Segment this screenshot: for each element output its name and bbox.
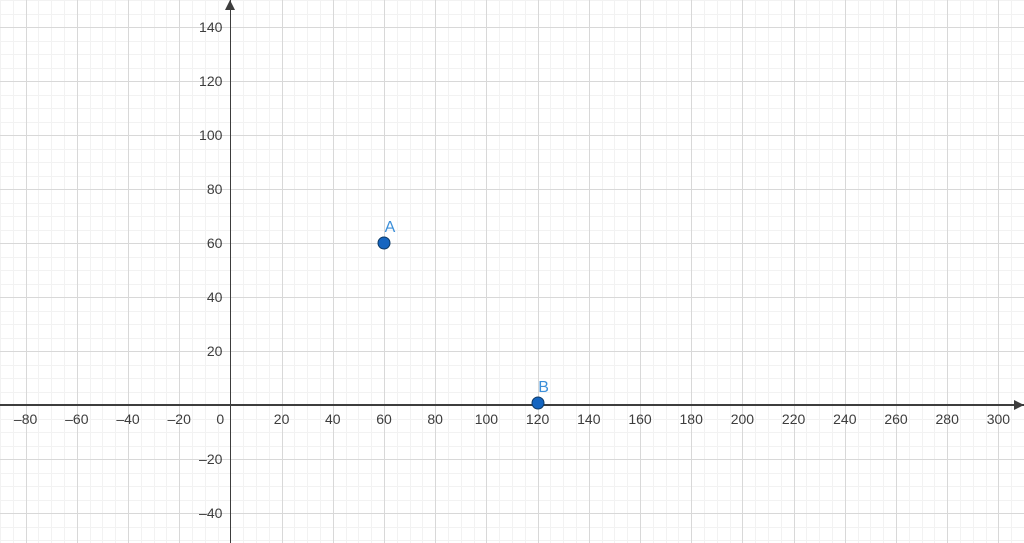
major-gridline-horizontal [0,459,1024,460]
major-gridline-horizontal [0,81,1024,82]
x-axis-arrowhead-icon [1014,400,1024,410]
major-gridline-horizontal [0,189,1024,190]
y-tick-label: 120 [199,73,222,89]
minor-gridline-horizontal [0,284,1024,285]
minor-gridline-horizontal [0,257,1024,258]
x-axis [0,404,1024,406]
y-tick-label: 100 [199,127,222,143]
x-tick-label: 120 [526,411,549,427]
minor-gridline-horizontal [0,473,1024,474]
x-tick-label: –20 [168,411,191,427]
major-gridline-horizontal [0,27,1024,28]
x-tick-label: 0 [216,411,224,427]
minor-gridline-horizontal [0,419,1024,420]
minor-gridline-horizontal [0,203,1024,204]
y-tick-label: 140 [199,19,222,35]
x-tick-label: 300 [987,411,1010,427]
major-gridline-horizontal [0,297,1024,298]
point-b[interactable] [531,396,544,409]
x-tick-label: 280 [936,411,959,427]
minor-gridline-horizontal [0,500,1024,501]
major-gridline-horizontal [0,351,1024,352]
y-tick-label: 80 [207,181,223,197]
y-tick-label: 40 [207,289,223,305]
major-gridline-horizontal [0,513,1024,514]
minor-gridline-horizontal [0,68,1024,69]
minor-gridline-horizontal [0,365,1024,366]
minor-gridline-horizontal [0,108,1024,109]
minor-gridline-horizontal [0,0,1024,1]
minor-gridline-horizontal [0,41,1024,42]
minor-gridline-horizontal [0,149,1024,150]
minor-gridline-horizontal [0,270,1024,271]
y-axis-arrowhead-icon [225,0,235,10]
x-tick-label: 80 [427,411,443,427]
minor-gridline-horizontal [0,216,1024,217]
point-a[interactable] [378,237,391,250]
minor-gridline-horizontal [0,392,1024,393]
x-tick-label: –80 [14,411,37,427]
minor-gridline-horizontal [0,230,1024,231]
minor-gridline-horizontal [0,527,1024,528]
minor-gridline-horizontal [0,540,1024,541]
y-axis [230,0,232,543]
minor-gridline-horizontal [0,324,1024,325]
x-tick-label: 60 [376,411,392,427]
y-tick-label: 60 [207,235,223,251]
minor-gridline-horizontal [0,311,1024,312]
x-tick-label: 220 [782,411,805,427]
coordinate-plane[interactable]: –80 –60 –40 –20 0 20 40 60 80 100 120 140 160 180 200 2… [0,0,1024,543]
minor-gridline-horizontal [0,446,1024,447]
x-tick-label: 40 [325,411,341,427]
x-tick-label: 180 [680,411,703,427]
x-tick-label: 160 [628,411,651,427]
minor-gridline-horizontal [0,95,1024,96]
x-tick-label: –40 [116,411,139,427]
x-tick-label: 20 [274,411,290,427]
minor-gridline-horizontal [0,54,1024,55]
x-tick-label: 200 [731,411,754,427]
y-tick-label: 20 [207,343,223,359]
y-tick-label: –40 [199,505,222,521]
major-gridline-horizontal [0,135,1024,136]
minor-gridline-horizontal [0,338,1024,339]
point-label-b: B [538,379,549,397]
x-tick-label: –60 [65,411,88,427]
minor-gridline-horizontal [0,378,1024,379]
point-label-a: A [385,219,396,237]
minor-gridline-horizontal [0,176,1024,177]
major-gridline-horizontal [0,243,1024,244]
x-tick-label: 140 [577,411,600,427]
x-tick-label: 240 [833,411,856,427]
minor-gridline-horizontal [0,14,1024,15]
minor-gridline-horizontal [0,122,1024,123]
minor-gridline-horizontal [0,162,1024,163]
minor-gridline-horizontal [0,432,1024,433]
minor-gridline-horizontal [0,486,1024,487]
x-tick-label: 100 [475,411,498,427]
y-tick-label: –20 [199,451,222,467]
x-tick-label: 260 [884,411,907,427]
